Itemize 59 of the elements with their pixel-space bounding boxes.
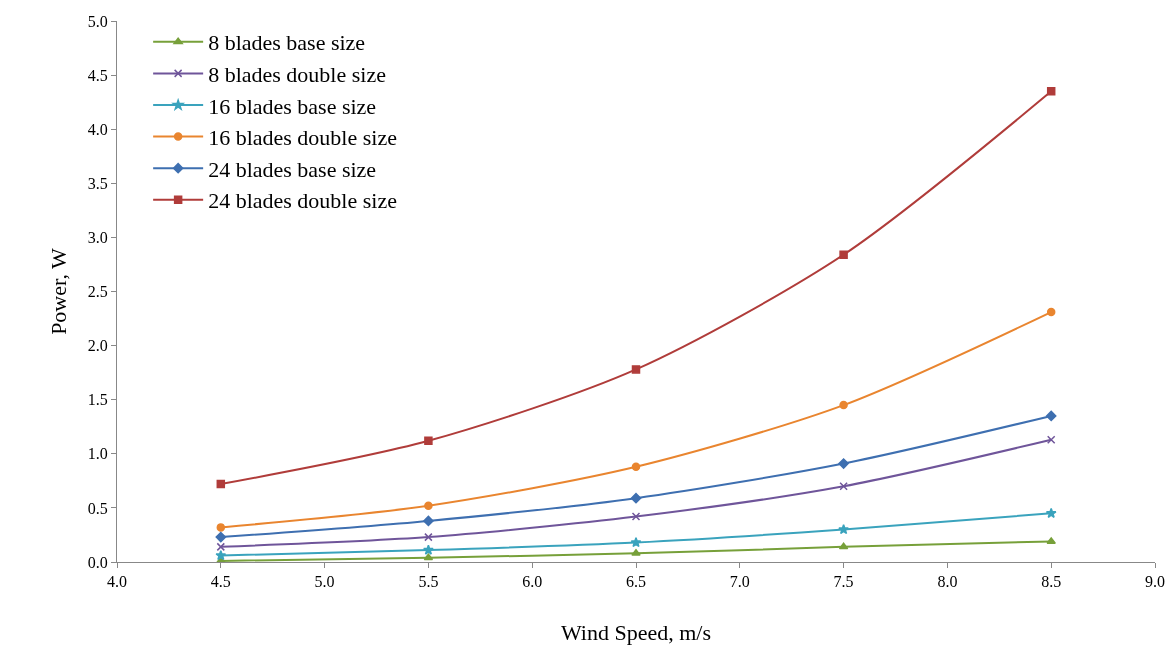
point xyxy=(424,436,433,446)
point xyxy=(1045,410,1057,422)
point xyxy=(631,512,641,521)
point xyxy=(631,549,641,556)
point xyxy=(1046,87,1056,96)
x-tick-label: 5.0 xyxy=(314,573,335,591)
x-tick-label: 7.0 xyxy=(729,573,750,591)
point xyxy=(423,553,434,561)
x-tick-label: 4.5 xyxy=(210,573,231,591)
legend-label: 8 blades double size xyxy=(208,61,386,87)
legend-label: 24 blades double size xyxy=(208,188,397,214)
point xyxy=(839,400,848,410)
point xyxy=(1046,307,1056,317)
y-tick-label: 5.0 xyxy=(87,12,108,30)
x-tick-label: 4.0 xyxy=(107,573,127,591)
x-tick-label: 8.5 xyxy=(1041,573,1062,591)
y-axis-title: Power, W xyxy=(45,247,71,335)
point xyxy=(630,536,642,548)
point xyxy=(215,549,227,561)
point xyxy=(422,544,434,555)
point xyxy=(424,501,433,510)
point xyxy=(838,458,849,469)
point xyxy=(216,542,226,552)
legend-label: 16 blades base size xyxy=(208,93,377,119)
y-tick-label: 2.0 xyxy=(87,337,108,355)
point xyxy=(424,532,433,542)
point xyxy=(216,523,226,532)
x-tick-label: 5.5 xyxy=(418,573,439,591)
y-tick-label: 3.5 xyxy=(87,174,108,192)
point xyxy=(423,515,434,527)
point xyxy=(631,462,641,472)
y-tick-label: 1.5 xyxy=(87,391,108,409)
x-tick-label: 6.5 xyxy=(626,573,646,591)
y-tick-label: 4.5 xyxy=(87,66,108,84)
point xyxy=(1046,435,1056,444)
y-tick-label: 3.0 xyxy=(87,229,108,246)
y-tick-label: 1.0 xyxy=(87,445,108,463)
y-tick-label: 0.0 xyxy=(87,553,108,571)
x-tick-label: 6.0 xyxy=(522,573,543,591)
point xyxy=(838,523,850,535)
y-tick-label: 0.5 xyxy=(87,499,108,517)
y-tick-label: 2.5 xyxy=(87,283,108,301)
legend-label: 24 blades base size xyxy=(208,156,377,182)
point xyxy=(1045,507,1057,519)
x-tick-label: 8.0 xyxy=(937,573,958,591)
point xyxy=(1046,537,1056,544)
point xyxy=(838,542,849,550)
x-axis-title: Wind Speed, m/s xyxy=(560,620,712,646)
legend-label: 16 blades double size xyxy=(208,125,397,151)
y-tick-label: 4.0 xyxy=(87,120,108,138)
point xyxy=(631,365,641,374)
x-tick-label: 7.5 xyxy=(833,573,854,591)
x-tick-label: 9.0 xyxy=(1145,573,1165,591)
point xyxy=(630,492,642,504)
legend-label: 8 blades base size xyxy=(208,30,366,56)
point xyxy=(839,482,848,491)
point xyxy=(215,531,227,543)
point xyxy=(216,479,226,489)
point xyxy=(839,250,848,259)
